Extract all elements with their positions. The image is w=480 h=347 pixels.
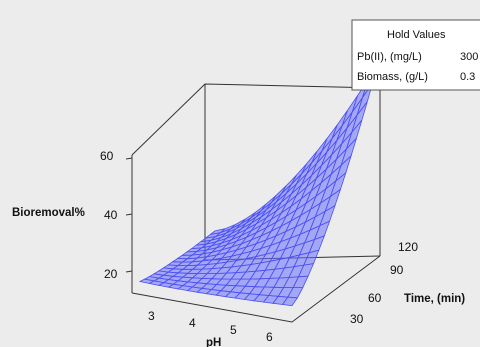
z-tick-label: 40 bbox=[104, 208, 118, 222]
x-axis-label: pH bbox=[206, 337, 221, 347]
hold-values-box: Hold Values Pb(II), (mg/L) 300 Biomass, … bbox=[351, 19, 480, 91]
hold-row-label: Pb(II), (mg/L) bbox=[357, 51, 422, 63]
x-axis: 3 4 5 6 pH bbox=[148, 309, 273, 347]
x-tick-label: 6 bbox=[266, 330, 273, 344]
z-axis-label: Bioremoval% bbox=[12, 207, 85, 219]
y-tick-label: 90 bbox=[390, 263, 404, 277]
hold-row-value: 0.3 bbox=[460, 71, 475, 83]
hold-values-frame bbox=[351, 19, 480, 91]
z-axis: 60 40 20 Bioremoval% bbox=[12, 149, 133, 281]
x-tick-label: 4 bbox=[189, 316, 196, 330]
y-axis-label: Time, (min) bbox=[404, 293, 465, 305]
x-tick-label: 3 bbox=[148, 309, 155, 323]
z-tick-mark bbox=[125, 270, 133, 273]
y-tick-label: 120 bbox=[398, 240, 418, 254]
hold-row-value: 300 bbox=[460, 51, 478, 63]
response-surface bbox=[138, 63, 379, 307]
y-tick-label: 30 bbox=[350, 312, 364, 326]
y-axis: 120 90 60 30 Time, (min) bbox=[350, 240, 465, 326]
x-tick-label: 5 bbox=[230, 323, 237, 337]
y-tick-label: 60 bbox=[368, 291, 382, 305]
z-tick-label: 20 bbox=[104, 267, 118, 281]
hold-row-label: Biomass, (g/L) bbox=[357, 71, 428, 83]
z-tick-mark bbox=[125, 213, 133, 216]
z-tick-label: 60 bbox=[100, 149, 114, 163]
hold-values-title: Hold Values bbox=[387, 29, 446, 41]
z-tick-mark bbox=[125, 157, 133, 160]
